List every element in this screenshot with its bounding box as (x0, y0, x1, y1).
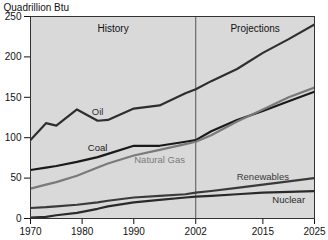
svg-text:1980: 1980 (71, 226, 94, 237)
svg-text:Natural Gas: Natural Gas (134, 154, 185, 165)
svg-text:0: 0 (16, 213, 22, 224)
svg-text:History: History (98, 23, 129, 34)
svg-text:2002: 2002 (185, 226, 208, 237)
svg-text:Quadrillion Btu: Quadrillion Btu (4, 2, 70, 13)
svg-text:2015: 2015 (252, 226, 275, 237)
svg-text:200: 200 (5, 51, 22, 62)
svg-text:Oil: Oil (92, 106, 104, 117)
svg-text:1970: 1970 (19, 226, 42, 237)
svg-text:Nuclear: Nuclear (272, 194, 305, 205)
svg-text:250: 250 (4, 10, 22, 22)
svg-text:1990: 1990 (123, 226, 146, 237)
svg-text:150: 150 (5, 92, 22, 103)
svg-text:Renewables: Renewables (237, 171, 290, 182)
svg-text:Projections: Projections (230, 23, 279, 34)
svg-text:100: 100 (5, 132, 22, 143)
svg-text:Coal: Coal (88, 142, 108, 153)
svg-text:2025: 2025 (303, 226, 326, 237)
svg-text:50: 50 (10, 172, 22, 183)
